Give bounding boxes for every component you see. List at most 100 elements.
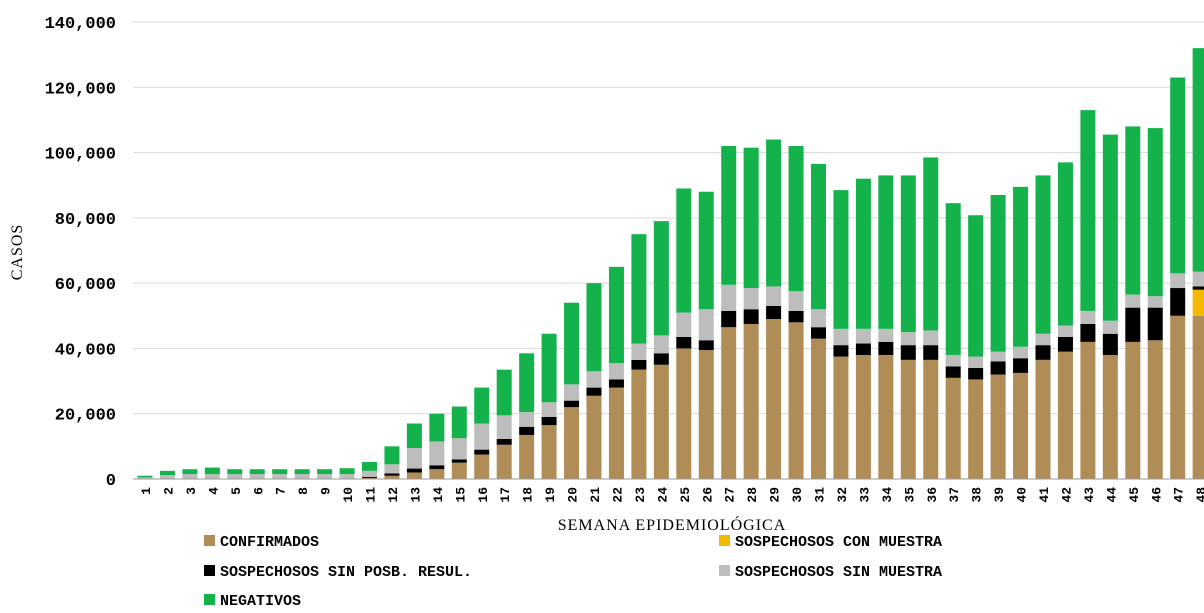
- bar-segment-negativos: [1102, 134, 1118, 321]
- bar-segment-sospechosos-sin-posb-resul: [766, 305, 782, 320]
- bar-segment-sospechosos-sin-posb-resul: [968, 368, 984, 380]
- x-tick-label: 6: [251, 487, 266, 495]
- x-tick-label: 22: [610, 487, 625, 503]
- y-tick-label: 0: [106, 472, 116, 491]
- bar-segment-confirmados: [429, 469, 445, 479]
- bar-segment-sospechosos-sin-muestra: [1057, 325, 1073, 338]
- bar-segment-sospechosos-sin-muestra: [878, 328, 894, 342]
- bar-segment-confirmados: [653, 364, 669, 479]
- x-tick-label: 5: [229, 487, 244, 495]
- bar-segment-confirmados: [990, 374, 1006, 479]
- bar-segment-negativos: [406, 423, 422, 448]
- bar-segment-confirmados: [406, 472, 422, 479]
- bar-segment-negativos: [900, 175, 916, 333]
- x-tick-label: 46: [1149, 487, 1164, 503]
- bar-segment-negativos: [1013, 186, 1029, 347]
- bar-segment-sospechosos-sin-posb-resul: [1013, 358, 1029, 373]
- x-tick-label: 41: [1037, 487, 1052, 503]
- legend-swatch-confirmados: [204, 535, 215, 546]
- legend-label-negativos: NEGATIVOS: [220, 593, 301, 610]
- bar-segment-confirmados: [1080, 341, 1096, 479]
- bar-segment-confirmados: [1013, 372, 1029, 479]
- legend-label-sospechosos-sin-posb-resul: SOSPECHOSOS SIN POSB. RESUL.: [220, 564, 472, 581]
- x-tick-label: 34: [880, 487, 895, 503]
- bar-segment-negativos: [564, 302, 580, 385]
- bar-segment-negativos: [384, 446, 400, 465]
- y-tick-labels: 0 20,000 40,000 60,000 80,000 100,000 120,000 1…: [45, 15, 116, 491]
- bar-segment-sospechosos-sin-muestra: [294, 474, 310, 479]
- bar-segment-sospechosos-sin-muestra: [474, 423, 490, 450]
- bar-segment-sospechosos-sin-muestra: [586, 371, 602, 388]
- x-tick-label: 23: [633, 487, 648, 503]
- x-tick-label: 44: [1104, 487, 1119, 503]
- bar-segment-sospechosos-sin-posb-resul: [743, 309, 759, 324]
- bar-segment-sospechosos-sin-posb-resul: [564, 400, 580, 408]
- bar-segment-sospechosos-sin-muestra: [451, 438, 467, 460]
- bar-segment-confirmados: [519, 434, 535, 479]
- bar-segment-sospechosos-sin-muestra: [855, 328, 871, 344]
- bars: [137, 48, 1204, 479]
- bar-segment-sospechosos-sin-muestra: [159, 475, 175, 479]
- y-tick-label: 140,000: [45, 15, 116, 34]
- bar-segment-sospechosos-sin-muestra: [766, 286, 782, 306]
- bar-segment-negativos: [496, 369, 512, 416]
- bar-segment-negativos: [272, 469, 288, 475]
- bar-segment-confirmados: [811, 338, 826, 479]
- legend-swatch-sospechosos-sin-muestra: [719, 565, 730, 576]
- bar-segment-negativos: [586, 283, 602, 372]
- bar-segment-negativos: [137, 475, 153, 478]
- bar-segment-negativos: [451, 406, 467, 439]
- bar-segment-confirmados: [564, 407, 580, 479]
- x-tick-label: 9: [319, 487, 334, 495]
- y-tick-label: 20,000: [55, 407, 116, 426]
- x-axis-title: SEMANA EPIDEMIOLÓGICA: [558, 515, 787, 534]
- x-tick-label: 15: [453, 487, 468, 503]
- y-tick-label: 40,000: [55, 341, 116, 360]
- x-tick-label: 32: [835, 487, 850, 503]
- bar-segment-sospechosos-sin-muestra: [182, 474, 198, 479]
- bar-segment-sospechosos-sin-muestra: [1013, 346, 1029, 359]
- bar-segment-negativos: [1170, 77, 1186, 274]
- x-tick-label: 26: [700, 487, 715, 503]
- x-tick-label: 13: [408, 487, 423, 503]
- bar-segment-sospechosos-sin-posb-resul: [653, 353, 669, 365]
- bar-segment-sospechosos-sin-muestra: [1035, 333, 1051, 346]
- x-tick-label: 1: [139, 487, 154, 495]
- bar-segment-sospechosos-sin-muestra: [429, 441, 445, 466]
- x-tick-label: 29: [768, 487, 783, 503]
- bar-segment-sospechosos-sin-muestra: [1170, 273, 1186, 289]
- x-tick-label: 20: [566, 487, 581, 503]
- bar-segment-sospechosos-sin-muestra: [990, 351, 1006, 362]
- bar-segment-negativos: [766, 139, 782, 287]
- legend-label-sospechosos-sin-muestra: SOSPECHOSOS SIN MUESTRA: [735, 564, 942, 581]
- bar-segment-negativos: [182, 469, 198, 475]
- bar-segment-negativos: [1147, 128, 1163, 297]
- bar-segment-sospechosos-sin-posb-resul: [1080, 323, 1096, 342]
- bar-segment-sospechosos-sin-muestra: [945, 354, 961, 367]
- bar-segment-sospechosos-sin-muestra: [541, 402, 557, 417]
- bar-segment-sospechosos-sin-posb-resul: [1102, 333, 1118, 355]
- bar-segment-sospechosos-sin-muestra: [317, 474, 333, 479]
- bar-segment-sospechosos-sin-muestra: [721, 284, 737, 311]
- bar-segment-negativos: [1057, 162, 1073, 326]
- x-tick-label: 16: [476, 487, 491, 503]
- bar-segment-confirmados: [631, 369, 647, 479]
- y-tick-label: 120,000: [45, 80, 116, 99]
- bar-segment-sospechosos-sin-muestra: [698, 309, 714, 341]
- x-tick-label: 42: [1059, 487, 1074, 503]
- x-tick-label: 10: [341, 487, 356, 503]
- x-tick-label: 35: [902, 487, 917, 503]
- bar-segment-negativos: [990, 195, 1006, 352]
- bar-segment-sospechosos-sin-muestra: [272, 474, 288, 479]
- x-tick-label: 24: [655, 487, 670, 503]
- bar-segment-negativos: [1192, 48, 1204, 272]
- bar-segment-confirmados: [496, 444, 512, 479]
- bar-segment-negativos: [631, 234, 647, 344]
- bar-segment-sospechosos-sin-posb-resul: [676, 337, 692, 349]
- bar-segment-confirmados: [1192, 315, 1204, 479]
- bar-segment-sospechosos-sin-posb-resul: [1125, 307, 1141, 342]
- bar-segment-negativos: [811, 163, 826, 310]
- bar-segment-sospechosos-sin-muestra: [384, 464, 400, 474]
- legend-label-sospechosos-con-muestra: SOSPECHOSOS CON MUESTRA: [735, 534, 942, 551]
- bar-segment-confirmados: [766, 319, 782, 479]
